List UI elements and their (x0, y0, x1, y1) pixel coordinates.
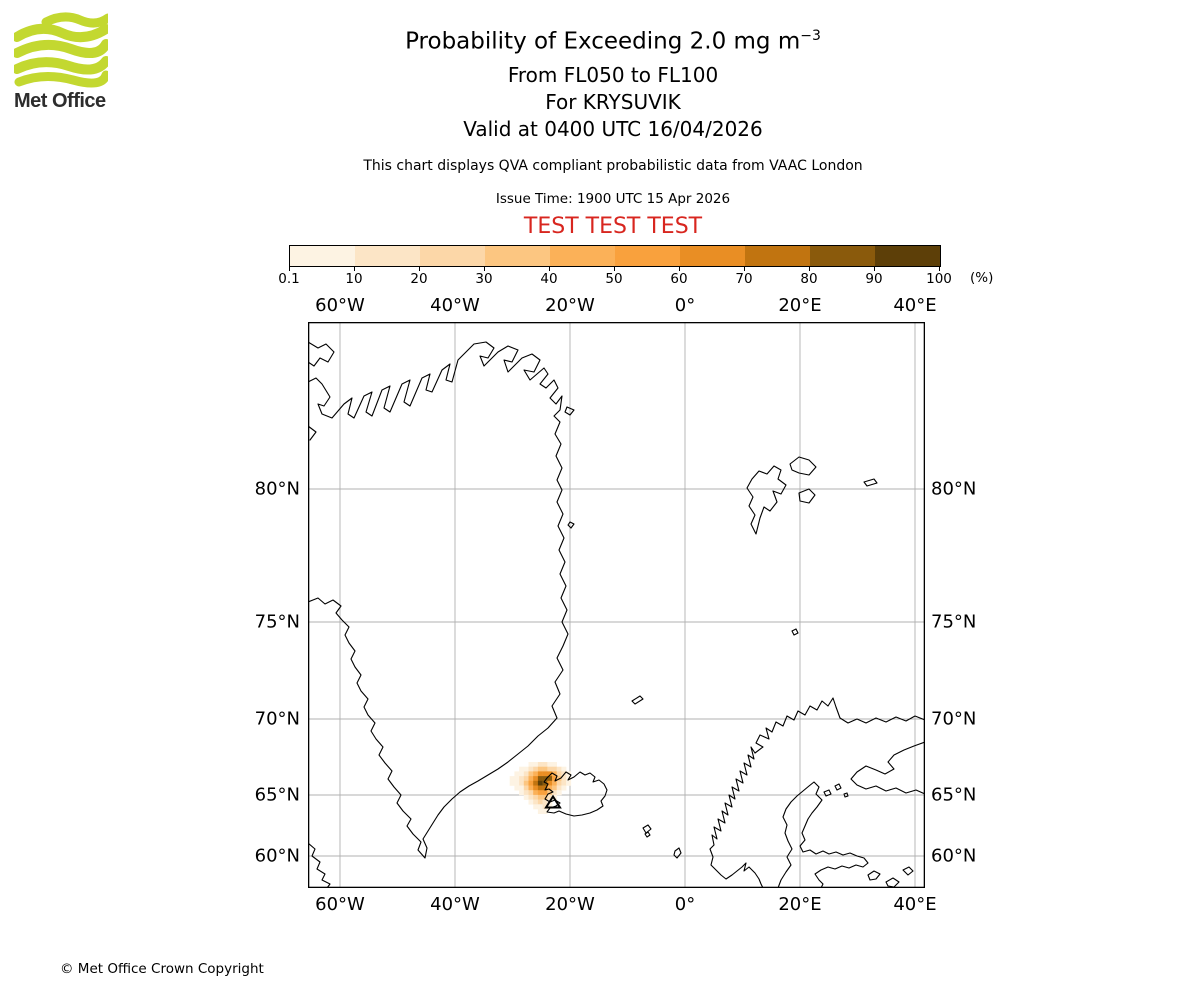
lat-lon-gridlines (308, 322, 925, 888)
lat-label-right: 80°N (931, 478, 977, 500)
map-frame (307, 321, 926, 889)
coastline-ellesmere-2 (307, 425, 317, 441)
lon-label-top: 60°W (315, 295, 365, 316)
qva-note: This chart displays QVA compliant probab… (363, 158, 863, 174)
colorbar-tick (809, 266, 810, 271)
copyright-notice: © Met Office Crown Copyright (60, 961, 264, 977)
map-canvas (307, 321, 926, 889)
met-office-wordmark: Met Office (14, 90, 106, 112)
coastline-shetland (673, 847, 682, 859)
valid-time-subtitle: Valid at 0400 UTC 16/04/2026 (463, 117, 763, 141)
coastline-faroes (642, 824, 652, 838)
coastline-iceland (543, 771, 608, 817)
colorbar-tick-label: 30 (475, 271, 493, 287)
lat-label-right: 70°N (931, 708, 977, 730)
colorbar-tick (679, 266, 680, 271)
coastline-spitsbergen (746, 465, 787, 535)
colorbar-segment-10-20 (355, 246, 420, 266)
colorbar-segment-0.1-10 (290, 246, 355, 266)
lat-label-right: 75°N (931, 611, 977, 633)
colorbar-tick-label: 100 (926, 271, 952, 287)
coastline-white-sea (850, 741, 926, 795)
coastline-labrador (307, 842, 331, 889)
coastline-finnish-lakes (823, 783, 849, 798)
coastline-greenland-islands (564, 406, 575, 529)
colorbar-tick-label: 40 (540, 271, 558, 287)
colorbar-segment-40-50 (550, 246, 615, 266)
met-office-waves-icon (14, 12, 108, 88)
coastline-kvitoya (863, 478, 878, 487)
lon-label-top: 40°E (893, 295, 937, 316)
colorbar-tick-label: 80 (800, 271, 818, 287)
colorbar-segment-20-30 (420, 246, 485, 266)
colorbar-tick (289, 266, 290, 271)
colorbar-tick-label: 50 (605, 271, 623, 287)
coastline-baltic (777, 781, 869, 889)
lon-label-bottom: 40°E (893, 894, 937, 915)
lon-label-bottom: 20°W (545, 894, 595, 915)
lon-label-bottom: 0° (674, 894, 696, 915)
coastline-norway (709, 697, 926, 889)
colorbar-segment-30-40 (485, 246, 550, 266)
chart-title: Probability of Exceeding 2.0 mg m−3 (26, 28, 1200, 55)
colorbar-tick (354, 266, 355, 271)
coastline-nordaustlandet (789, 456, 817, 476)
lon-label-top: 20°E (778, 295, 822, 316)
lon-label-bottom: 60°W (315, 894, 365, 915)
coastline-ellesmere (307, 341, 335, 367)
colorbar-tick (614, 266, 615, 271)
lat-label-left: 70°N (254, 708, 300, 730)
colorbar-tick (484, 266, 485, 271)
colorbar-tick (874, 266, 875, 271)
colorbar-tick-label: 10 (345, 271, 363, 287)
colorbar-tick-label: 70 (735, 271, 753, 287)
colorbar-tick (419, 266, 420, 271)
test-banner: TEST TEST TEST (523, 214, 703, 239)
coastline-bear-island (791, 628, 799, 636)
volcano-subtitle: For KRYSUVIK (545, 90, 681, 114)
lat-label-right: 60°N (931, 845, 977, 867)
lat-label-left: 60°N (254, 845, 300, 867)
issue-time: Issue Time: 1900 UTC 15 Apr 2026 (495, 191, 731, 207)
coastline-jan-mayen (631, 695, 644, 705)
colorbar-segment-90-100 (875, 246, 940, 266)
colorbar-segment-80-90 (810, 246, 875, 266)
colorbar-segment-60-70 (680, 246, 745, 266)
colorbar-segment-50-60 (615, 246, 680, 266)
lat-label-left: 80°N (254, 478, 300, 500)
lon-label-top: 40°W (430, 295, 480, 316)
probability-colorbar (289, 245, 941, 267)
met-office-logo: Met Office (14, 12, 114, 113)
lon-label-bottom: 20°E (778, 894, 822, 915)
colorbar-tick-label: 0.1 (278, 271, 300, 287)
flight-level-subtitle: From FL050 to FL100 (507, 63, 719, 87)
map-area: 60°W 60°W 40°W 40°W 20°W 20°W 0° 0° 20°E 20°E 40°E… (255, 295, 977, 915)
colorbar-tick-label: 60 (670, 271, 688, 287)
lon-label-top: 20°W (545, 295, 595, 316)
colorbar-unit-label: (%) (970, 270, 994, 286)
chart-title-text: Probability of Exceeding 2.0 mg m (405, 28, 801, 55)
lon-label-top: 0° (674, 295, 696, 316)
colorbar-segment-70-80 (745, 246, 810, 266)
coastline-edgeoya (798, 488, 816, 504)
lat-label-left: 75°N (254, 611, 300, 633)
colorbar-tick-label: 20 (410, 271, 428, 287)
lon-label-bottom: 40°W (430, 894, 480, 915)
coastline-greenland (307, 341, 569, 859)
colorbar-tick (549, 266, 550, 271)
chart-title-exponent: −3 (800, 28, 821, 44)
colorbar-tick-label: 90 (865, 271, 883, 287)
lat-label-left: 65°N (254, 784, 300, 806)
coastline-baltic-islands (867, 866, 914, 888)
colorbar-tick (744, 266, 745, 271)
volcano-marker (544, 794, 562, 809)
colorbar-tick (939, 266, 940, 271)
lat-label-right: 65°N (931, 784, 977, 806)
